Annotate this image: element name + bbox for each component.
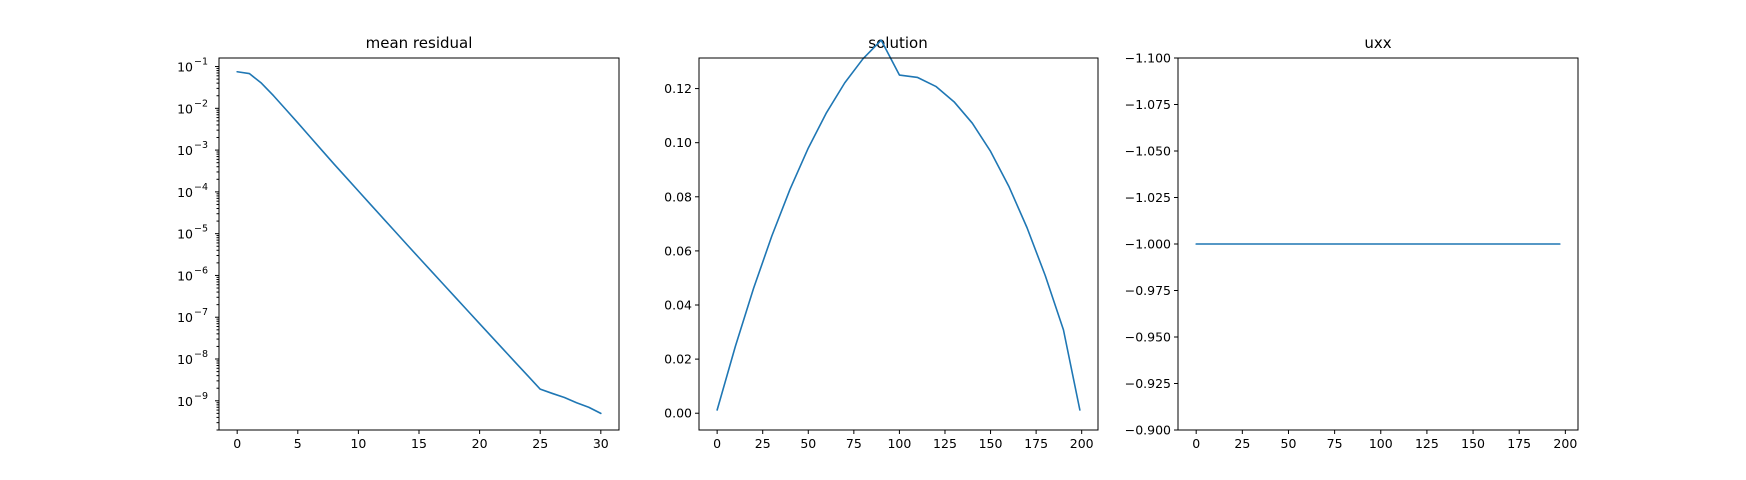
x-tick-label: 0 [1192,436,1200,451]
y-tick-label-exponent: −2 [194,98,208,109]
x-tick-label: 100 [1369,436,1393,451]
x-tick-label: 50 [1281,436,1297,451]
x-tick-label: 0 [233,436,241,451]
x-tick-label: 200 [1070,436,1094,451]
x-tick-label: 150 [979,436,1003,451]
y-tick-label: −0.900 [1125,423,1171,438]
x-tick-label: 200 [1553,436,1577,451]
x-tick-label: 75 [1327,436,1343,451]
x-tick-label: 10 [350,436,366,451]
x-tick-label: 15 [411,436,427,451]
series-line [236,70,602,415]
y-tick-label: 0.12 [664,81,692,96]
y-tick-label-exponent: −7 [194,307,208,318]
x-tick-label: 30 [593,436,609,451]
y-tick-label-exponent: −9 [194,391,208,402]
axes-frame [698,57,1099,431]
y-tick-label: 10 [177,185,193,200]
chart-title: uxx [1364,34,1391,52]
x-tick-label: 20 [472,436,488,451]
y-tick-label: −1.000 [1125,237,1171,252]
y-tick-label-exponent: −4 [194,182,208,193]
x-tick-label: 100 [887,436,911,451]
y-tick-label: 10 [177,352,193,367]
y-tick-label: −0.950 [1125,330,1171,345]
y-tick-label-exponent: −5 [194,224,208,235]
x-tick-label: 125 [1415,436,1439,451]
y-tick-label: −1.075 [1125,97,1171,112]
x-tick-label: 0 [713,436,721,451]
y-tick-label: −0.925 [1125,376,1171,391]
y-tick-label: 0.06 [664,243,692,258]
solution-chart: solution 0 25 50 75 100 125 150 175 2000.000.020… [664,34,1099,451]
y-tick-label: 10 [177,60,193,75]
x-tick-label: 150 [1461,436,1485,451]
x-tick-label: 25 [1234,436,1250,451]
y-tick-label-exponent: −1 [194,57,208,68]
solution-plot-area: 0 25 50 75 100 125 150 175 200 0.00 0.02 0.04 0.06 0.… [664,39,1099,451]
x-tick-label: 25 [532,436,548,451]
y-tick-label: 0.02 [664,352,692,367]
y-tick-label-exponent: −6 [194,265,208,276]
y-tick-label: −1.100 [1125,51,1171,66]
y-tick-label: 10 [177,310,193,325]
y-tick-label: 0.00 [664,406,692,421]
mean-residual-plot-area: 0 5 10 15 20 25 3010−910−810−710−610−510−410−3… [177,57,620,451]
x-tick-label: 25 [755,436,771,451]
y-tick-label: 10 [177,143,193,158]
y-tick-label: −1.050 [1125,144,1171,159]
mean-residual-chart: mean residual 0 5 10 15 20 25 3010−910−810−710… [177,34,620,451]
chart-title: mean residual [366,34,473,52]
x-tick-label: 50 [800,436,816,451]
uxx-chart: uxx 0 25 50 75 100 125 150 175 200 −1.100 −1.075 −1… [1125,34,1579,451]
x-tick-label: 75 [846,436,862,451]
x-tick-label: 175 [1507,436,1531,451]
uxx-plot-area: 0 25 50 75 100 125 150 175 200 −1.100 −1.075 −1.050… [1125,51,1579,451]
y-tick-label: −1.025 [1125,190,1171,205]
x-tick-label: 175 [1024,436,1048,451]
chart-title: solution [868,34,927,52]
series-line [716,39,1081,411]
y-tick-label-exponent: −8 [194,349,208,360]
y-tick-label: 10 [177,268,193,283]
y-tick-label: 0.10 [664,135,692,150]
y-tick-label: 10 [177,227,193,242]
x-tick-label: 5 [294,436,302,451]
y-tick-label: −0.975 [1125,283,1171,298]
x-tick-label: 125 [933,436,957,451]
y-tick-label: 10 [177,394,193,409]
y-tick-label: 0.04 [664,298,692,313]
y-tick-label: 0.08 [664,189,692,204]
y-tick-label: 10 [177,101,193,116]
y-tick-label-exponent: −3 [194,140,208,151]
